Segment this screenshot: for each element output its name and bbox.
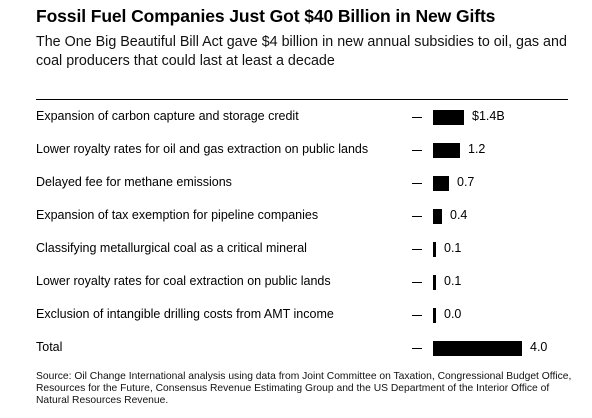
leader-dash [412, 183, 422, 184]
category-label: Lower royalty rates for oil and gas extr… [36, 142, 369, 156]
bar [433, 175, 449, 191]
category-label: Delayed fee for methane emissions [36, 175, 232, 189]
leader-dash [412, 315, 422, 316]
category-label: Expansion of tax exemption for pipeline … [36, 208, 319, 222]
category-label: Total [36, 340, 63, 354]
leader-dash [412, 249, 422, 250]
leader-dash [412, 216, 422, 217]
value-label: 0.1 [444, 241, 462, 255]
bar [433, 208, 442, 224]
value-label: $1.4B [472, 109, 505, 123]
category-label: Classifying metallurgical coal as a crit… [36, 241, 307, 255]
leader-dash [412, 117, 422, 118]
chart-subtitle: The One Big Beautiful Bill Act gave $4 b… [36, 34, 567, 69]
leader-dash [412, 282, 422, 283]
category-label: Exclusion of intangible drilling costs f… [36, 307, 334, 321]
bar [433, 142, 460, 158]
category-label: Expansion of carbon capture and storage … [36, 109, 299, 123]
value-label: 0.0 [444, 307, 462, 321]
bar [433, 241, 436, 257]
chart-title: Fossil Fuel Companies Just Got $40 Billi… [36, 6, 496, 26]
value-label: 0.1 [444, 274, 462, 288]
value-label: 0.4 [450, 208, 468, 222]
source-note: Source: Oil Change International analysi… [36, 371, 572, 407]
value-label: 0.7 [457, 175, 475, 189]
bar [433, 109, 464, 125]
value-label: 1.2 [468, 142, 486, 156]
category-label: Lower royalty rates for coal extraction … [36, 274, 331, 288]
bar [433, 307, 436, 323]
bar [433, 340, 522, 356]
leader-dash [412, 348, 422, 349]
bar [433, 274, 436, 290]
header-divider [36, 99, 568, 100]
value-label: 4.0 [530, 340, 548, 354]
leader-dash [412, 150, 422, 151]
